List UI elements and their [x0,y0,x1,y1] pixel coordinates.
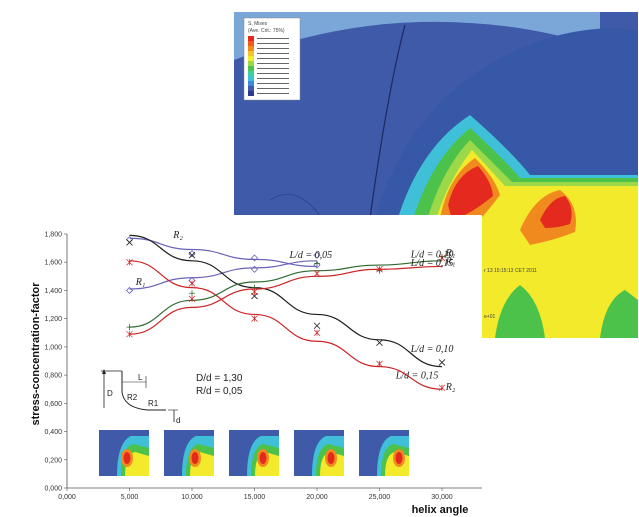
thumbnail-hotspot [123,452,131,464]
curve-label: L/d = 0,10 [410,344,454,355]
data-point-diamond [125,286,134,295]
series-line-5 [129,265,443,335]
data-point-star [438,254,446,262]
data-point-x [313,322,321,330]
thumbnail-hotspot [327,452,335,464]
geo-label-D: D [107,389,113,398]
data-point-star [251,288,258,296]
data-point-diamond [250,254,259,262]
data-point-star [376,360,383,368]
data-point-star [376,266,383,273]
curve-label: R₁ [135,277,146,288]
x-tick-label: 10,000 [181,494,203,501]
data-point-star [126,330,133,338]
y-tick-label: 0,600 [44,401,62,408]
series-line-0 [129,237,318,268]
data-point-x [188,251,196,259]
x-tick-label: 15,000 [244,494,266,501]
data-point-diamond [313,251,321,259]
shaft-geometry-sketch: D R2 L R1 d [101,369,180,425]
data-point-star [438,384,446,392]
chart-ticks: 0,000 0,200 0,400 0,600 0,800 1,000 1,200 1,400… [44,232,452,502]
x-tick-label: 20,000 [306,494,328,501]
curve-label: R₁ [445,256,456,267]
fea-thumbnails [99,430,409,476]
fea-timestamp: r 13 15:15:13 CET 2011 [484,268,537,274]
x-tick-label: 5,000 [121,494,139,501]
fea-legend-subtitle: (Ave. Crit.: 75%) [248,28,285,34]
fea-legend-title: S, Mises [248,21,268,27]
curve-label: R₁ [445,248,456,259]
data-point-star [313,270,321,277]
fea-overlay-value: e+01 [484,314,495,320]
thumbnail-hotspot [191,452,199,464]
curve-label: L/d = 0,15 [395,371,439,382]
series-line-1 [129,260,318,290]
series-line-4 [129,260,443,328]
geo-label-d: d [176,416,180,425]
data-point-plus [314,260,320,267]
curve-label: L/d = 0,10 [410,249,454,260]
data-point-plus [189,290,195,297]
data-point-star [188,280,196,287]
data-point-diamond [313,261,321,269]
fea-thumbnail [229,430,279,476]
fea-thumbnail [294,430,344,476]
series-line-3 [129,260,443,390]
chart-series [125,234,446,392]
curve-label: R₂ [445,382,456,393]
fea-thumbnail [164,430,214,476]
x-tick-label: 30,000 [431,494,453,501]
data-point-star [251,315,258,322]
chart-axes [66,234,482,489]
curve-label: R₂ [172,230,183,241]
thumbnail-hotspot [259,452,267,464]
x-tick-label: 25,000 [369,494,391,501]
y-tick-label: 1,200 [44,316,62,323]
y-tick-label: 0,200 [44,457,62,464]
geo-label-R1: R1 [148,399,159,408]
y-tick-label: 1,400 [44,288,62,295]
data-point-star [188,295,196,303]
data-point-x [126,239,133,246]
param-D-over-d: D/d = 1,30 [196,373,243,384]
fea-thumbnail [359,430,409,476]
y-tick-label: 0,000 [44,486,62,493]
data-point-plus [126,324,133,331]
param-R-over-d: R/d = 0,05 [196,386,243,397]
y-axis-label: stress-concentration-factor [30,282,42,426]
data-point-star [126,258,133,266]
y-tick-label: 1,000 [44,344,62,351]
y-tick-label: 0,400 [44,429,62,436]
geo-label-L: L [138,373,143,382]
x-axis-label: helix angle [412,504,469,516]
data-point-diamond [250,265,259,273]
geo-label-R2: R2 [127,393,138,402]
curve-label: L/d = 0,05 [289,250,333,261]
y-tick-label: 0,800 [44,373,62,380]
data-point-star [313,329,321,337]
x-tick-label: 0,000 [58,494,76,501]
data-point-x [438,359,446,366]
data-point-x [376,339,383,346]
series-line-2 [129,234,443,368]
fea-thumbnail [99,430,149,476]
y-tick-label: 1,800 [44,232,62,239]
y-tick-label: 1,600 [44,260,62,267]
thumbnail-hotspot [395,452,403,464]
curve-label: L/d = 0,15 [410,258,454,269]
